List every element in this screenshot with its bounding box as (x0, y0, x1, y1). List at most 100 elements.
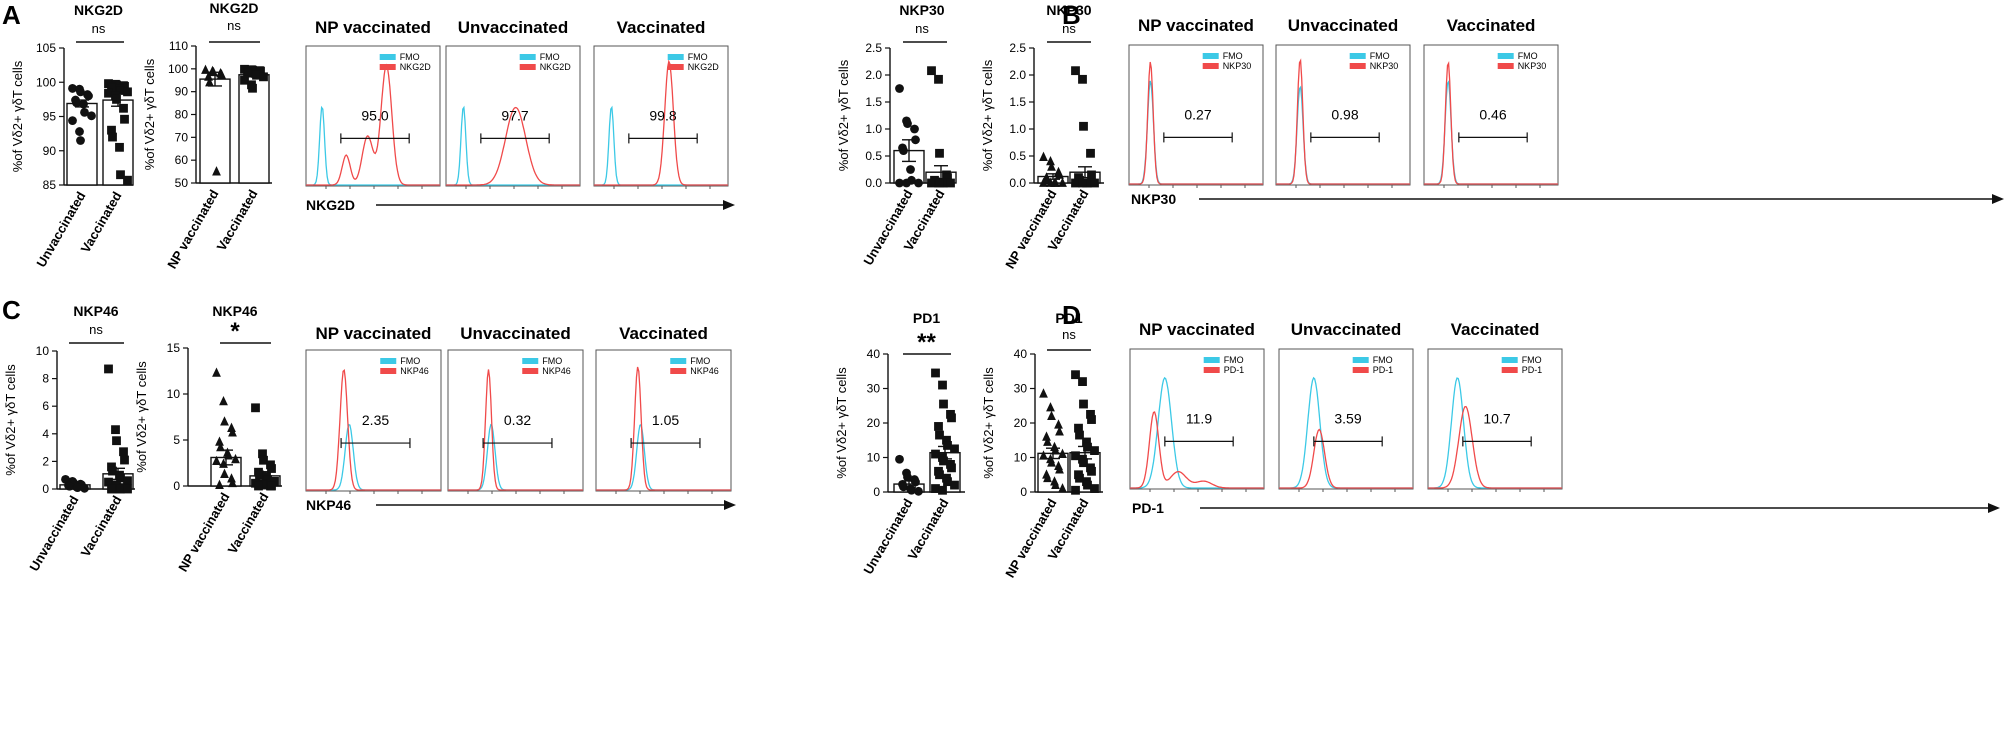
data-point (76, 87, 85, 97)
plot-title: PD1 (913, 310, 940, 326)
data-point (205, 77, 214, 87)
y-tick-label: 80 (175, 108, 189, 122)
histogram-group-nkp46: NP vaccinated2.35FMONKP46Unvaccinated0.3… (305, 324, 736, 513)
marker-curve (446, 106, 580, 186)
data-point (1090, 178, 1099, 188)
y-axis-label: %of Vδ2+ γδT cells (836, 59, 851, 171)
legend-label: NKP46 (690, 366, 719, 376)
data-point (267, 464, 276, 473)
legend-label: FMO (540, 52, 560, 62)
data-point (1047, 161, 1056, 171)
significance-label: ns (227, 18, 241, 33)
data-point (1055, 169, 1064, 179)
data-point (1055, 464, 1064, 474)
data-point (201, 64, 210, 74)
data-point (946, 178, 955, 188)
data-point (107, 125, 116, 135)
gate-percentage: 95.0 (361, 107, 388, 123)
data-point (899, 146, 908, 156)
y-tick-label: 1.0 (1009, 122, 1026, 136)
data-point (1083, 178, 1092, 188)
y-tick-label: 90 (175, 85, 189, 99)
legend-label: FMO (1518, 51, 1538, 61)
x-category-label: NP vaccinated (175, 490, 232, 574)
data-point (227, 422, 236, 432)
histogram-title: Unvaccinated (1291, 320, 1402, 339)
legend-label: NKP30 (1518, 61, 1547, 71)
histogram-frame (1427, 348, 1563, 490)
marker-curve (1129, 61, 1263, 185)
data-point (219, 395, 228, 406)
data-point (76, 136, 85, 145)
marker-curve (306, 369, 441, 491)
y-tick-label: 0.0 (865, 176, 882, 190)
gate-percentage: 0.98 (1331, 106, 1358, 122)
data-point (267, 481, 276, 491)
data-point (244, 68, 253, 77)
data-point (80, 483, 89, 493)
y-tick-label: 10 (167, 387, 181, 401)
data-point (907, 485, 916, 495)
x-category-label: Unvaccinated (33, 189, 88, 270)
plot-nkp46-unvacc-vs-vacc: 0 2 4 6 8 10 %of Vδ2+ γδT cells NKP46 ns Unvaccin… (3, 303, 135, 574)
legend-swatch-marker (379, 64, 396, 70)
histogram-frame (1275, 44, 1411, 186)
legend-label: NKP46 (542, 366, 571, 376)
data-point (209, 66, 218, 77)
y-tick-label: 1.5 (1009, 95, 1026, 109)
data-point (1046, 402, 1055, 412)
gate-percentage: 2.35 (362, 412, 389, 428)
data-point (911, 477, 920, 487)
legend-label: FMO (542, 356, 562, 366)
y-tick-label: 1.0 (865, 122, 882, 136)
data-point (204, 71, 213, 81)
legend-label: NKG2D (400, 62, 432, 72)
marker-axis-arrowhead (1992, 194, 2004, 204)
marker-axis-arrowhead (1988, 503, 2000, 513)
data-point (895, 84, 904, 93)
data-point (220, 416, 229, 426)
plot-title: PD1 (1055, 310, 1082, 326)
data-point (1047, 457, 1056, 467)
legend-swatch-fmo (667, 54, 684, 60)
legend-label: FMO (1223, 51, 1243, 61)
data-point (65, 481, 74, 491)
data-point (935, 148, 944, 158)
plot-title: NKG2D (74, 2, 123, 18)
x-category-label: Vaccinated (225, 490, 272, 556)
data-point (931, 449, 940, 459)
data-point (228, 477, 237, 488)
data-point (123, 87, 132, 97)
data-point (258, 449, 267, 459)
legend-label: FMO (1522, 355, 1542, 365)
data-point (1087, 466, 1096, 476)
x-category-label: Vaccinated (78, 493, 125, 559)
marker-curve (1276, 58, 1410, 185)
data-point (914, 178, 923, 188)
histogram-title: Vaccinated (617, 18, 706, 37)
y-tick-label: 2.0 (865, 68, 882, 82)
y-tick-label: 4 (42, 427, 49, 441)
significance-label: ns (89, 322, 103, 337)
histogram-title: Vaccinated (1451, 320, 1540, 339)
y-tick-label: 6 (42, 399, 49, 413)
data-point (216, 441, 225, 452)
marker-axis-label: NKG2D (306, 197, 355, 213)
data-point (895, 178, 904, 188)
legend-swatch-marker (1203, 367, 1220, 373)
gate-percentage: 99.8 (649, 107, 676, 123)
marker-curve (306, 63, 440, 186)
gate-percentage: 1.05 (652, 412, 679, 428)
data-point (899, 482, 908, 492)
y-tick-label: 10 (36, 344, 50, 358)
y-tick-label: 5 (173, 433, 180, 447)
data-point (939, 399, 948, 409)
data-point (224, 450, 233, 460)
legend-swatch-marker (1352, 367, 1369, 373)
y-tick-label: 30 (867, 382, 881, 396)
histogram-title: Unvaccinated (458, 18, 569, 37)
data-point (255, 470, 264, 480)
data-point (104, 88, 113, 98)
legend-swatch-fmo (1202, 53, 1219, 59)
data-point (108, 484, 117, 494)
